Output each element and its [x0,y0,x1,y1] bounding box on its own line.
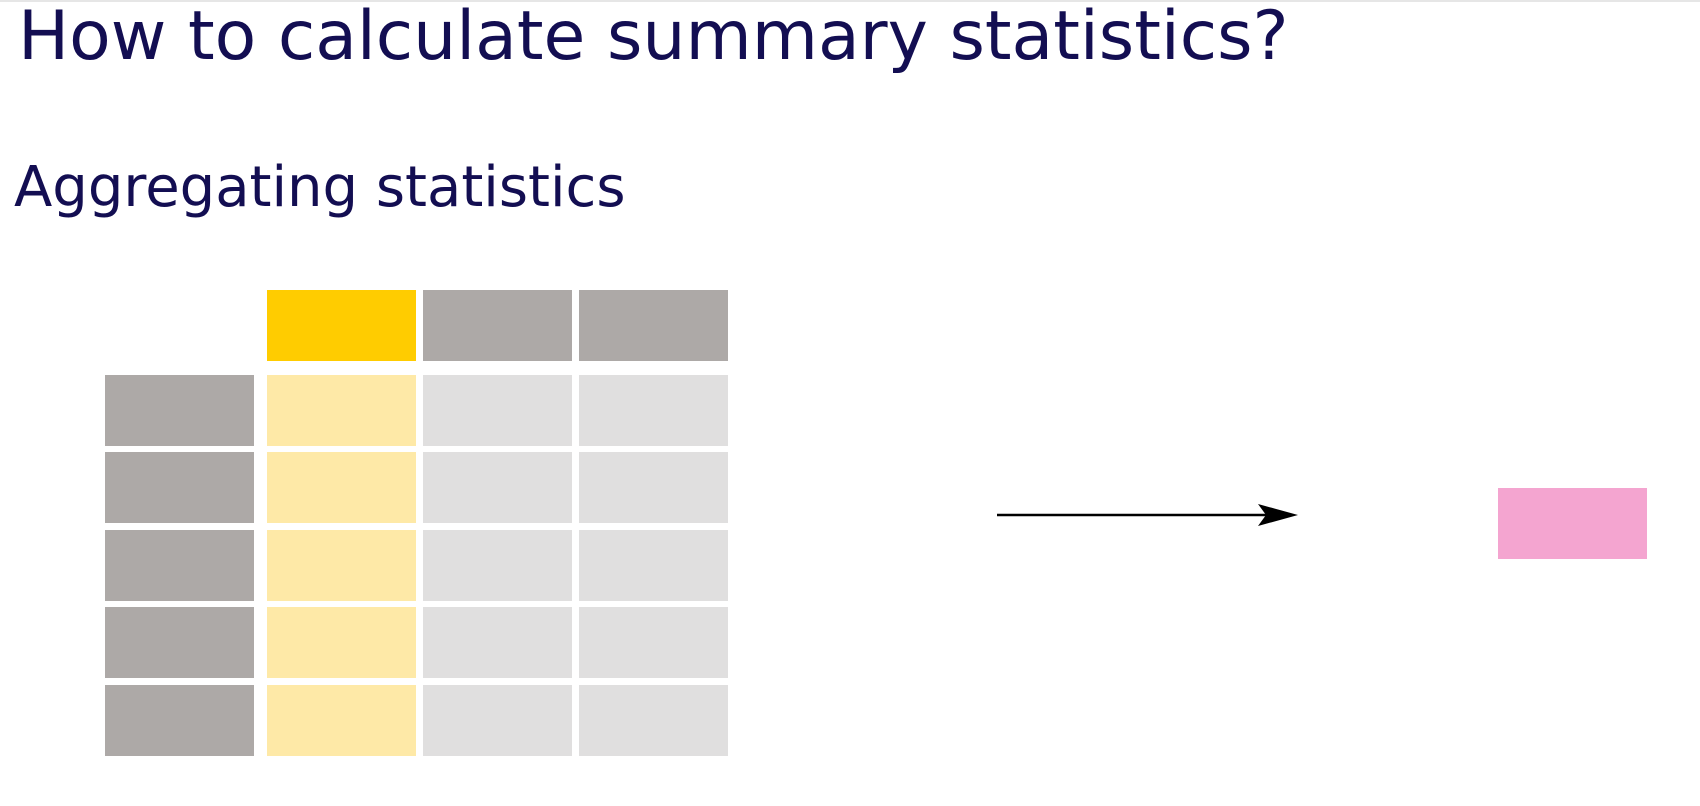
table-cell [423,452,572,523]
selected-column-cell [267,530,416,601]
table-cell [579,375,728,446]
table-cell [423,607,572,678]
selected-column-cell [267,375,416,446]
column-header [423,290,572,361]
slide-subtitle: Aggregating statistics [14,155,626,220]
arrow-head [1258,504,1298,526]
arrow-right-icon [997,504,1298,526]
table-cell [579,607,728,678]
table-cell [423,685,572,756]
top-border [0,0,1700,2]
selected-column-header [267,290,416,361]
table-cell [579,685,728,756]
selected-column-cell [267,607,416,678]
selected-column-cell [267,685,416,756]
table-cell [579,530,728,601]
column-header [579,290,728,361]
row-index-cell [105,452,254,523]
selected-column-cell [267,452,416,523]
row-index-cell [105,685,254,756]
row-index-cell [105,375,254,446]
table-cell [423,530,572,601]
slide-title: How to calculate summary statistics? [18,0,1289,76]
aggregated-result-cell [1498,488,1647,559]
table-cell [579,452,728,523]
row-index-cell [105,530,254,601]
row-index-cell [105,607,254,678]
table-cell [423,375,572,446]
